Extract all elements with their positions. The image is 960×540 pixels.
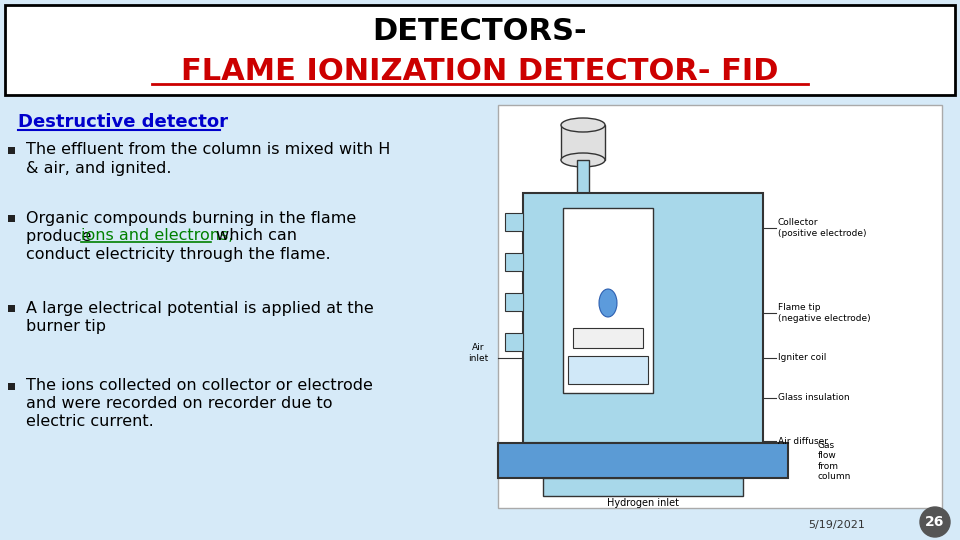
Bar (8, 305, 15, 312)
Text: & air, and ignited.: & air, and ignited. (26, 160, 172, 176)
Bar (8, 382, 15, 389)
Bar (505, 213, 523, 231)
Bar (573, 328, 643, 348)
Ellipse shape (561, 153, 605, 167)
Text: DETECTORS-: DETECTORS- (372, 17, 588, 46)
Text: burner tip: burner tip (26, 319, 106, 334)
Text: ions and electrons,: ions and electrons, (81, 228, 233, 244)
Bar (498, 443, 788, 478)
Text: A large electrical potential is applied at the: A large electrical potential is applied … (26, 300, 373, 315)
Text: Glass insulation: Glass insulation (778, 394, 850, 402)
Text: Igniter coil: Igniter coil (778, 354, 827, 362)
Text: electric current.: electric current. (26, 415, 154, 429)
Text: The effluent from the column is mixed with H: The effluent from the column is mixed wi… (26, 143, 391, 158)
Text: conduct electricity through the flame.: conduct electricity through the flame. (26, 246, 330, 261)
Bar (498, 105, 942, 508)
Text: Air diffuser: Air diffuser (778, 436, 828, 446)
Text: Organic compounds burning in the flame: Organic compounds burning in the flame (26, 211, 356, 226)
Text: 5/19/2021: 5/19/2021 (808, 520, 865, 530)
Bar (8, 146, 15, 153)
Ellipse shape (561, 118, 605, 132)
FancyBboxPatch shape (5, 5, 955, 95)
Bar (505, 253, 523, 271)
Text: and were recorded on recorder due to: and were recorded on recorder due to (26, 396, 332, 411)
Ellipse shape (599, 289, 617, 317)
Text: Destructive detector: Destructive detector (18, 113, 228, 131)
Bar (577, 160, 589, 195)
Text: which can: which can (211, 228, 297, 244)
Bar (505, 293, 523, 311)
Text: The ions collected on collector or electrode: The ions collected on collector or elect… (26, 379, 372, 394)
Text: 26: 26 (925, 515, 945, 529)
Bar (8, 214, 15, 221)
Bar (523, 193, 763, 443)
Text: Collector
(positive electrode): Collector (positive electrode) (778, 218, 867, 238)
Bar (568, 356, 648, 384)
Circle shape (920, 507, 950, 537)
Text: FLAME IONIZATION DETECTOR- FID: FLAME IONIZATION DETECTOR- FID (181, 57, 779, 86)
Text: Flame tip
(negative electrode): Flame tip (negative electrode) (778, 303, 871, 323)
Bar (505, 333, 523, 351)
Text: Air
inlet: Air inlet (468, 343, 488, 363)
Text: Hydrogen inlet: Hydrogen inlet (607, 498, 679, 508)
Text: Gas
flow
from
column: Gas flow from column (818, 441, 852, 481)
Bar (543, 478, 743, 496)
Text: produce: produce (26, 228, 97, 244)
Bar (561, 125, 605, 160)
Bar (563, 208, 653, 393)
